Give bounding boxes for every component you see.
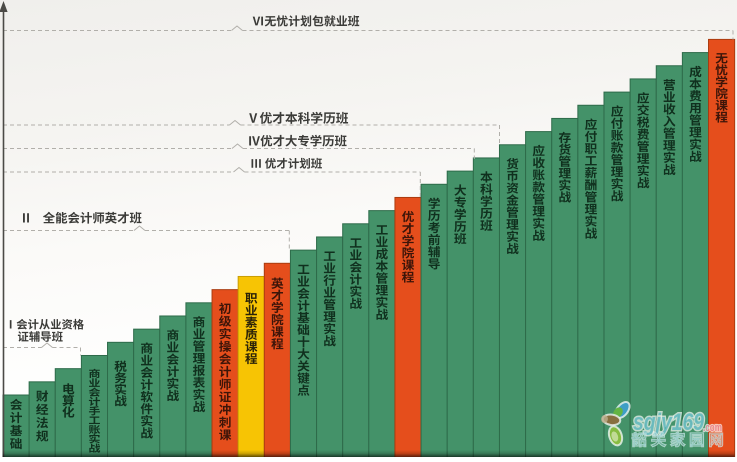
svg-text:.com: .com: [703, 422, 722, 434]
svg-text:sgjy169: sgjy169: [633, 409, 705, 436]
